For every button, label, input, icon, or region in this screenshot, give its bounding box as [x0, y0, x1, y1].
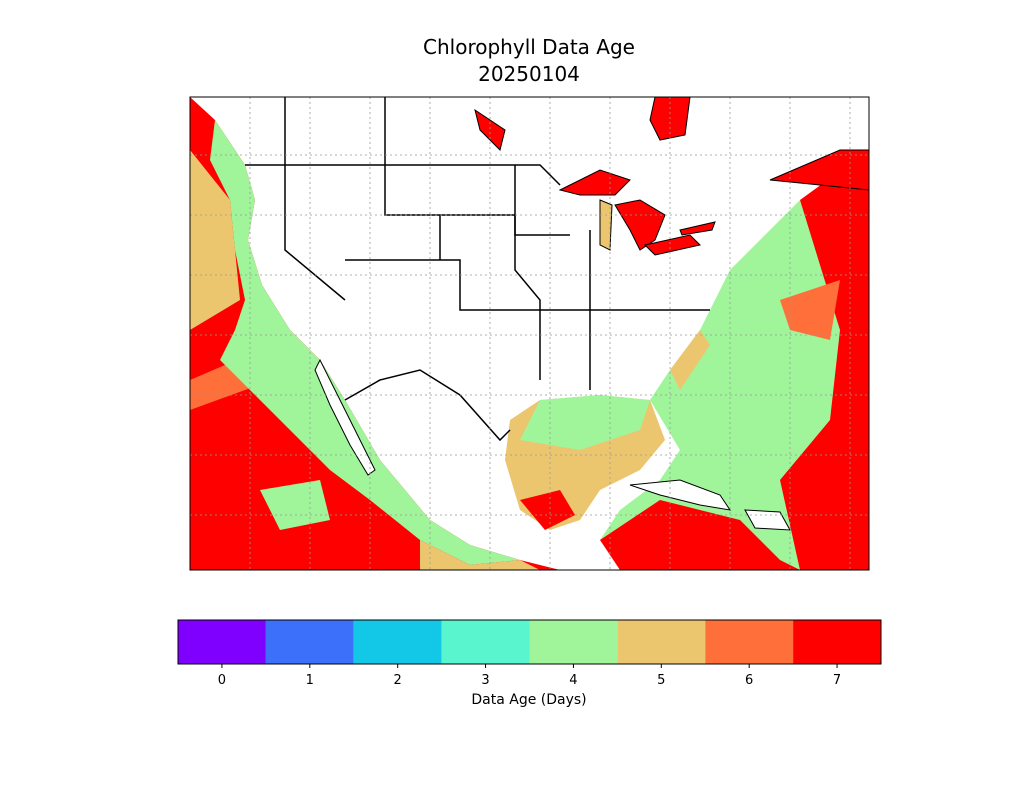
colorbar-tick-label: 0 [218, 673, 226, 688]
map-frame [189, 96, 870, 571]
colorbar-segment [265, 620, 354, 664]
colorbar-segment [353, 620, 442, 664]
colorbar-tick-label: 1 [306, 673, 314, 688]
colorbar-segment [441, 620, 530, 664]
title: Chlorophyll Data Age [423, 35, 635, 59]
colorbar-frame [177, 619, 882, 665]
colorbar: 0 1 2 3 4 5 6 7 [177, 619, 882, 688]
colorbar-tick-label: 3 [481, 673, 489, 688]
colorbar-segment [529, 620, 618, 664]
colorbar-tick-label: 4 [569, 673, 577, 688]
colorbar-label: Data Age (Days) [471, 692, 586, 708]
colorbar-segment [178, 620, 266, 664]
map [190, 97, 869, 570]
colorbar-segment [705, 620, 794, 664]
colorbar-segment [617, 620, 706, 664]
colorbar-tick-label: 7 [833, 673, 841, 688]
subtitle: 20250104 [478, 62, 580, 86]
colorbar-tick-label: 2 [394, 673, 402, 688]
colorbar-tick-label: 5 [657, 673, 665, 688]
colorbar-tick-label: 6 [745, 673, 753, 688]
colorbar-segment [793, 620, 881, 664]
